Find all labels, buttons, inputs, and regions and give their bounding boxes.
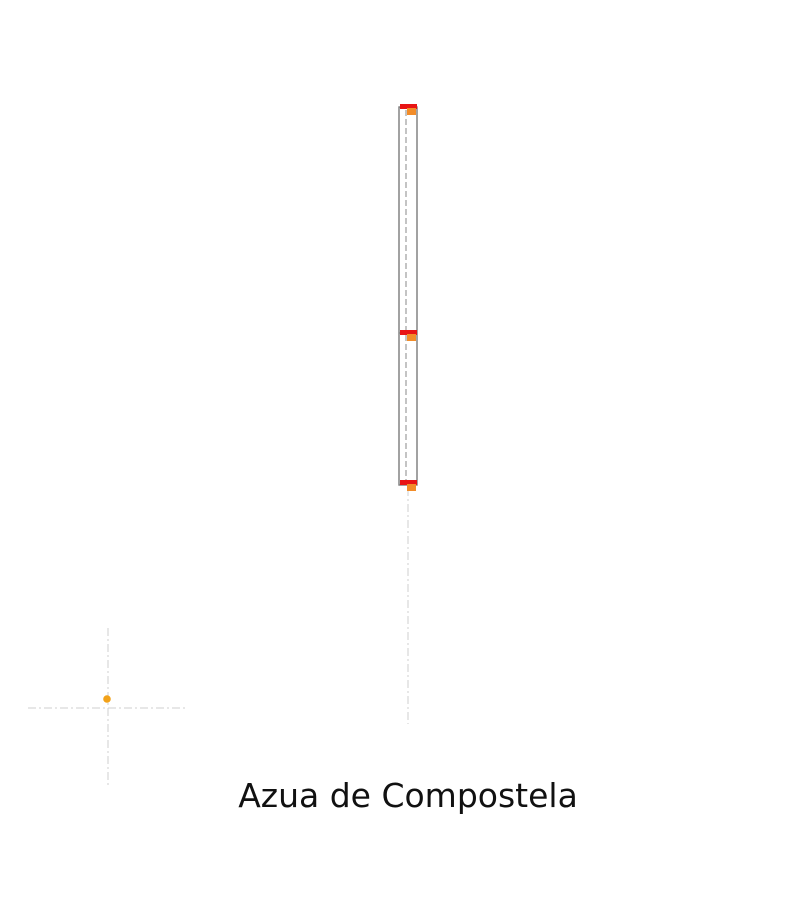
orange-dot-icon (103, 695, 111, 703)
red-node-marker-icon (400, 330, 417, 335)
orange-node-marker-icon (407, 334, 416, 341)
orange-node-marker-icon (407, 108, 416, 115)
red-node-marker-icon (400, 104, 417, 109)
bar-outline (398, 106, 418, 486)
orange-node-marker-icon (407, 484, 416, 491)
location-caption: Azua de Compostela (238, 776, 578, 815)
red-node-marker-icon (400, 480, 417, 485)
